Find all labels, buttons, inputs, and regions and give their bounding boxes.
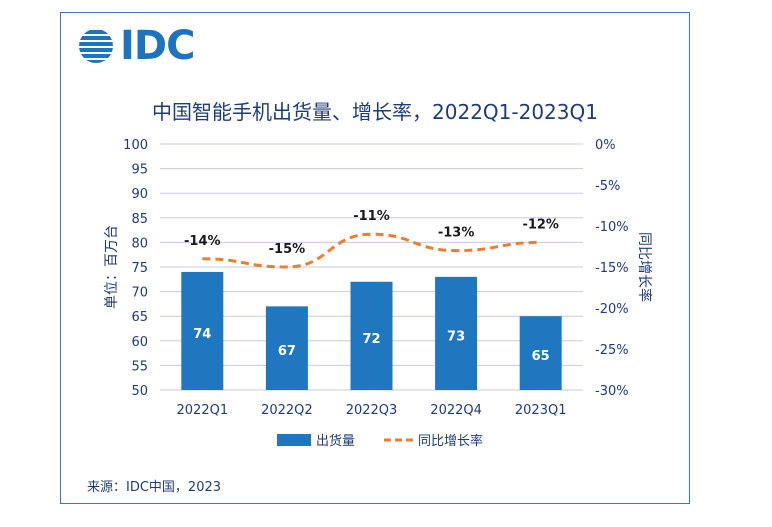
y-tick-label: 55 — [131, 359, 148, 374]
globe-icon — [79, 30, 113, 63]
bar-value-label: 67 — [278, 344, 296, 359]
x-tick-label: 2022Q3 — [346, 403, 398, 418]
line-value-label: -12% — [522, 217, 559, 232]
line-value-label: -15% — [269, 242, 306, 257]
bar — [350, 281, 393, 390]
y2-tick-label: 0% — [595, 138, 616, 153]
source-note: 来源：IDC中国，2023 — [87, 480, 222, 495]
chart-title: 中国智能手机出货量、增长率，2022Q1-2023Q1 — [152, 100, 598, 124]
bar-value-label: 74 — [193, 327, 211, 342]
y-tick-label: 100 — [123, 138, 148, 153]
idc-logo: IDC — [78, 23, 195, 69]
logo-text: IDC — [120, 23, 195, 69]
y-tick-label: 60 — [131, 335, 148, 350]
y-tick-label: 70 — [131, 286, 148, 301]
bar — [435, 276, 478, 390]
chart-frame — [60, 12, 690, 504]
bar — [265, 306, 308, 390]
y-tick-label: 85 — [131, 212, 148, 227]
y2-tick-label: -25% — [595, 343, 629, 358]
y2-tick-label: -5% — [595, 179, 620, 194]
line-value-label: -11% — [353, 209, 390, 224]
x-tick-label: 2022Q2 — [261, 403, 313, 418]
x-tick-label: 2022Q1 — [177, 403, 229, 418]
y-axis-label: 单位：百万台 — [104, 225, 120, 309]
y-tick-label: 90 — [131, 187, 148, 202]
y-tick-label: 50 — [131, 384, 148, 399]
bar — [181, 271, 224, 390]
y2-tick-label: -30% — [595, 384, 629, 399]
line-value-label: -14% — [184, 234, 221, 249]
line-value-label: -13% — [438, 226, 475, 241]
y2-tick-label: -15% — [595, 261, 629, 276]
growth-line — [202, 232, 541, 269]
bar — [519, 316, 562, 390]
y2-tick-label: -10% — [595, 220, 629, 235]
legend-line-label: 同比增长率 — [418, 433, 483, 449]
bar-value-label: 73 — [447, 329, 465, 344]
legend-bar-label: 出货量 — [316, 433, 355, 449]
x-tick-label: 2023Q1 — [515, 403, 567, 418]
y2-tick-label: -20% — [595, 302, 629, 317]
y-tick-label: 65 — [131, 310, 148, 325]
legend-bar-swatch — [277, 434, 311, 446]
bar-value-label: 65 — [532, 349, 550, 364]
y-tick-label: 75 — [131, 261, 148, 276]
y-tick-label: 80 — [131, 236, 148, 251]
bar-value-label: 72 — [362, 332, 380, 347]
y2-axis-label: 同比增长率 — [636, 232, 653, 302]
y-tick-label: 95 — [131, 163, 148, 178]
x-tick-label: 2022Q4 — [430, 403, 482, 418]
